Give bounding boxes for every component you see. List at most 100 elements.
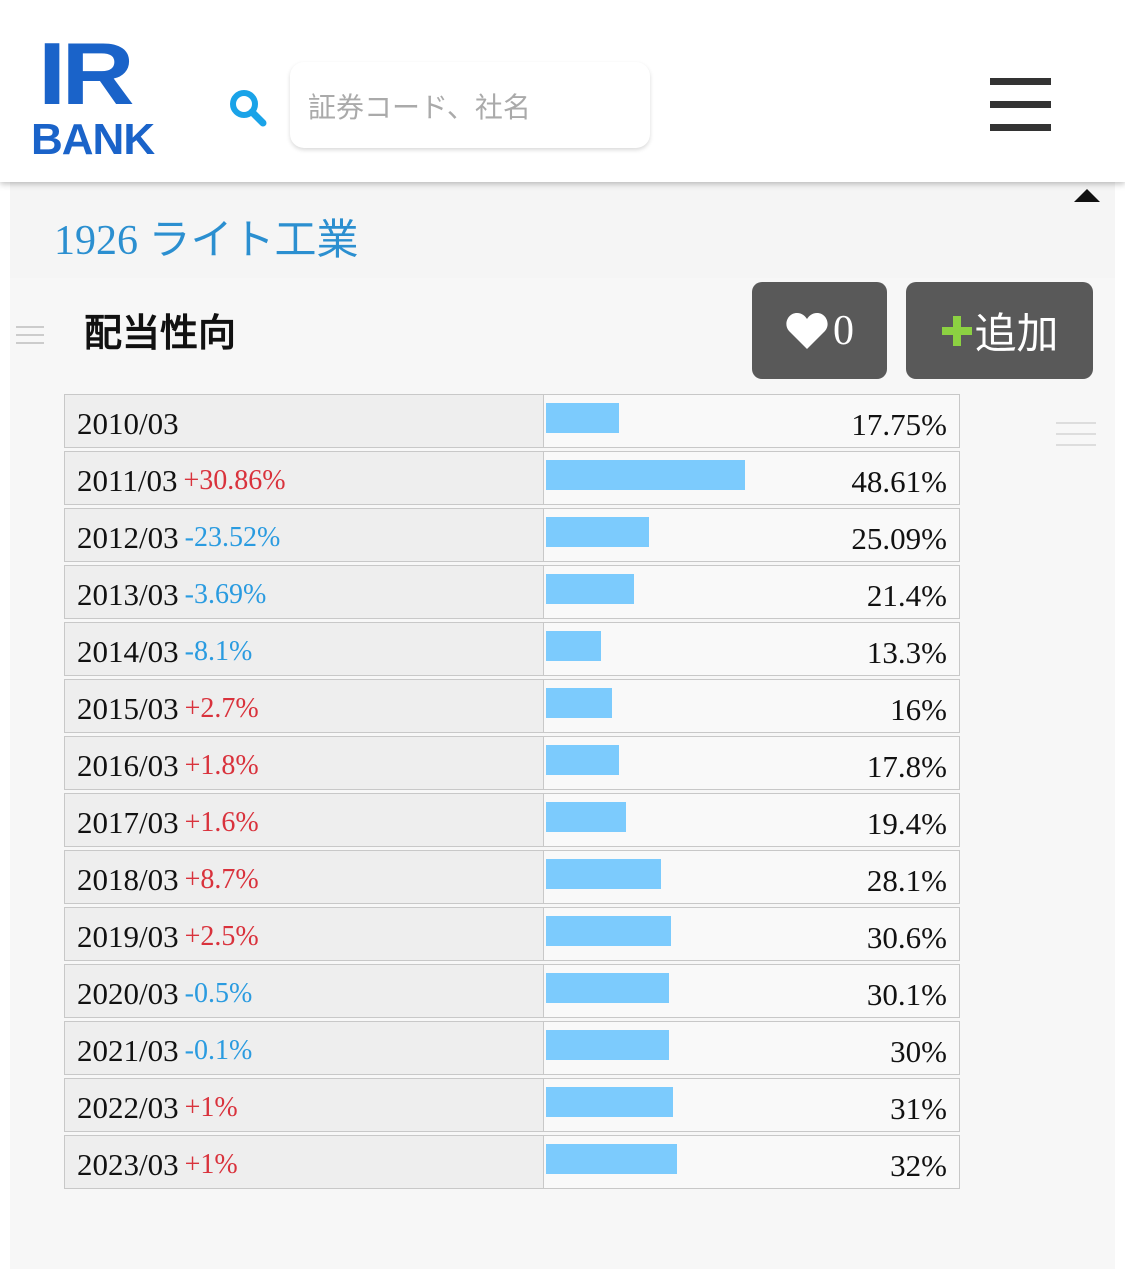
- period: 2023/03: [77, 1147, 179, 1182]
- period-cell: 2013/03 -3.69%: [64, 565, 543, 619]
- drag-handle: [16, 326, 44, 344]
- bar: [546, 745, 619, 775]
- heart-icon: [786, 312, 828, 349]
- ratio-cell: 28.1%: [543, 850, 960, 904]
- table-row: 2019/03 +2.5% 30.6%: [64, 907, 960, 964]
- ratio-cell: 21.4%: [543, 565, 960, 619]
- change: +2.5%: [184, 921, 259, 952]
- search-icon[interactable]: [228, 88, 268, 128]
- ratio-cell: 19.4%: [543, 793, 960, 847]
- ratio-label: 30.1%: [866, 977, 947, 1012]
- change: +30.86%: [183, 465, 286, 496]
- period: 2015/03: [77, 691, 179, 726]
- table-row: 2014/03 -8.1% 13.3%: [64, 622, 960, 679]
- bar: [546, 688, 612, 718]
- ratio-label: 19.4%: [866, 806, 947, 841]
- period: 2020/03: [77, 976, 179, 1011]
- period-cell: 2020/03 -0.5%: [64, 964, 543, 1018]
- bar: [546, 1087, 674, 1117]
- drag-handle: [1056, 422, 1096, 446]
- table-row: 2020/03 -0.5% 30.1%: [64, 964, 960, 1021]
- bar: [546, 631, 601, 661]
- like-button[interactable]: 0: [752, 282, 887, 379]
- period: 2011/03: [77, 463, 178, 498]
- ratio-cell: 17.8%: [543, 736, 960, 790]
- like-count: 0: [833, 307, 854, 354]
- bar: [546, 1144, 678, 1174]
- add-button[interactable]: 追加: [906, 282, 1093, 379]
- period-cell: 2011/03 +30.86%: [64, 451, 543, 505]
- period-cell: 2021/03 -0.1%: [64, 1021, 543, 1075]
- section-title: 配当性向: [84, 313, 237, 355]
- table-row: 2021/03 -0.1% 30%: [64, 1021, 960, 1078]
- ratio-cell: 48.61%: [543, 451, 960, 505]
- ratio-cell: 31%: [543, 1078, 960, 1132]
- period-cell: 2019/03 +2.5%: [64, 907, 543, 961]
- bar: [546, 916, 672, 946]
- bar: [546, 1030, 669, 1060]
- table-row: 2010/03 17.75%: [64, 394, 960, 451]
- period-cell: 2023/03 +1%: [64, 1135, 543, 1189]
- period-cell: 2012/03 -23.52%: [64, 508, 543, 562]
- period-cell: 2016/03 +1.8%: [64, 736, 543, 790]
- change: +2.7%: [184, 693, 259, 724]
- add-label: 追加: [974, 312, 1059, 358]
- ratio-cell: 30.6%: [543, 907, 960, 961]
- table-row: 2022/03 +1% 31%: [64, 1078, 960, 1135]
- period: 2016/03: [77, 748, 179, 783]
- change: -3.69%: [184, 579, 267, 610]
- change: +1.6%: [184, 807, 259, 838]
- bar: [546, 859, 662, 889]
- table-row: 2017/03 +1.6% 19.4%: [64, 793, 960, 850]
- table-row: 2011/03 +30.86% 48.61%: [64, 451, 960, 508]
- bar: [546, 574, 634, 604]
- ratio-label: 28.1%: [866, 863, 947, 898]
- ratio-label: 21.4%: [866, 578, 947, 613]
- logo[interactable]: IR: [38, 24, 135, 123]
- change: +1%: [184, 1092, 238, 1123]
- period: 2017/03: [77, 805, 179, 840]
- ratio-cell: 25.09%: [543, 508, 960, 562]
- ratio-cell: 13.3%: [543, 622, 960, 676]
- bar: [546, 517, 649, 547]
- table-row: 2023/03 +1% 32%: [64, 1135, 960, 1192]
- period: 2022/03: [77, 1090, 179, 1125]
- ratio-label: 31%: [890, 1091, 947, 1126]
- change: -23.52%: [184, 522, 281, 553]
- period-cell: 2014/03 -8.1%: [64, 622, 543, 676]
- change: +1.8%: [184, 750, 259, 781]
- ratio-label: 30.6%: [866, 920, 947, 955]
- change: -0.5%: [184, 978, 253, 1009]
- ratio-cell: 32%: [543, 1135, 960, 1189]
- scroll-top[interactable]: [1072, 186, 1102, 204]
- bar: [546, 802, 626, 832]
- company-title[interactable]: 1926 ライト工業: [54, 218, 359, 264]
- plus-icon: [942, 315, 973, 346]
- period-cell: 2018/03 +8.7%: [64, 850, 543, 904]
- menu-icon[interactable]: [990, 78, 1052, 134]
- period: 2013/03: [77, 577, 179, 612]
- ratio-label: 16%: [890, 692, 947, 727]
- ratio-cell: 30.1%: [543, 964, 960, 1018]
- header: IR BANK 証券コード、社名: [0, 0, 1125, 182]
- period-cell: 2022/03 +1%: [64, 1078, 543, 1132]
- ratio-cell: 17.75%: [543, 394, 960, 448]
- period-cell: 2017/03 +1.6%: [64, 793, 543, 847]
- period: 2010/03: [77, 406, 179, 441]
- bar: [546, 973, 670, 1003]
- logo[interactable]: BANK: [31, 115, 155, 164]
- period: 2019/03: [77, 919, 179, 954]
- change: -8.1%: [184, 636, 253, 667]
- placeholder: 証券コード、社名: [308, 91, 531, 124]
- table-row: 2016/03 +1.8% 17.8%: [64, 736, 960, 793]
- period-cell: 2015/03 +2.7%: [64, 679, 543, 733]
- change: +1%: [184, 1149, 238, 1180]
- period-cell: 2010/03: [64, 394, 543, 448]
- ratio-label: 13.3%: [866, 635, 947, 670]
- table-row: 2013/03 -3.69% 21.4%: [64, 565, 960, 622]
- table-row: 2012/03 -23.52% 25.09%: [64, 508, 960, 565]
- search-input[interactable]: 証券コード、社名: [290, 62, 650, 148]
- change: +8.7%: [184, 864, 259, 895]
- period: 2018/03: [77, 862, 179, 897]
